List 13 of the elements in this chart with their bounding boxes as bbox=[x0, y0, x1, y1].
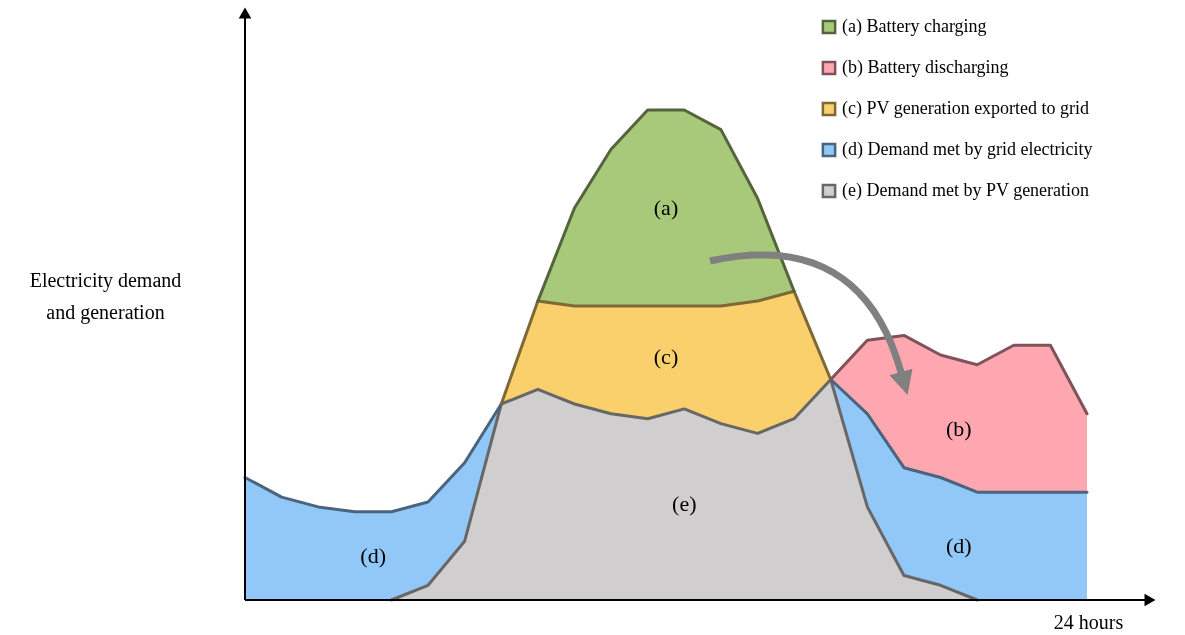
x-axis-title: 24 hours bbox=[1053, 610, 1124, 633]
legend-label: (a) Battery charging bbox=[842, 16, 987, 37]
annotation: (c) bbox=[653, 344, 679, 370]
annotation: (d) bbox=[360, 542, 386, 568]
legend-label: (d) Demand met by grid electricity bbox=[842, 139, 1093, 160]
y-axis-title: Electricity demand and generation bbox=[29, 268, 182, 324]
legend-label: (c) PV generation exported to grid bbox=[842, 98, 1090, 119]
annotation: (e) bbox=[672, 491, 697, 517]
legend-label: (e) Demand met by PV generation bbox=[842, 180, 1090, 201]
annotation: (a) bbox=[653, 195, 679, 220]
annotation: (b) bbox=[946, 415, 972, 441]
legend-label: (b) Battery discharging bbox=[842, 57, 1009, 78]
annotation: (d) bbox=[946, 533, 972, 559]
